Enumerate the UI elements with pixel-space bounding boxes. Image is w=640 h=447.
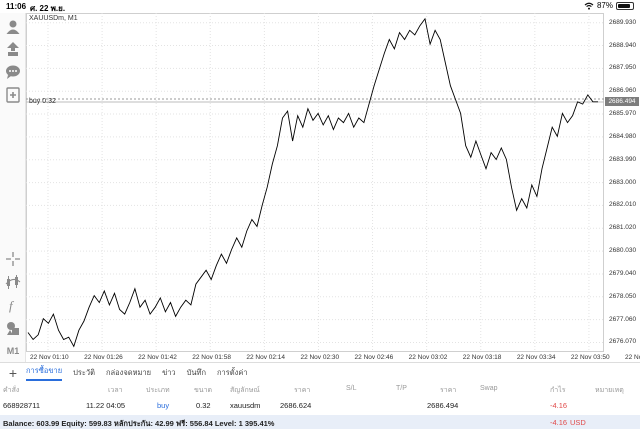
- price-chart[interactable]: XAUUSDm, M1 buy 0.32 2689.930 2688.940 268…: [26, 13, 640, 362]
- bottom-tab-bar: + การซื้อขาย ประวัติ กล่องจดหมาย ข่าว บั…: [0, 362, 640, 382]
- x-tick-label: 22 Nov 02:30: [300, 354, 340, 361]
- x-tick-label: 22 Nov 01:10: [30, 354, 69, 361]
- col-tp: T/P: [396, 385, 407, 392]
- account-currency: USD: [570, 418, 586, 427]
- col-profit: กำไร: [550, 387, 566, 394]
- y-tick-label: 2689.930: [609, 18, 637, 26]
- wifi-icon: [584, 2, 594, 10]
- col-type: ประเภท: [146, 387, 170, 394]
- positions-header: คำสั่ง เวลา ประเภท ขนาด สัญลักษณ์ ราคา S…: [0, 382, 640, 395]
- cell-order: 668928711: [3, 401, 40, 410]
- col-current-price: ราคา: [440, 387, 457, 394]
- cell-time: 11.22 04:05: [86, 401, 126, 410]
- balance-text: Balance: 603.99 Equity: 599.83 หลักประกั…: [3, 419, 275, 428]
- status-right: 87%: [584, 1, 634, 10]
- tab-history[interactable]: ประวัติ: [73, 367, 96, 377]
- y-tick-label: 2681.020: [609, 224, 637, 232]
- x-tick-label: 22 Nov 01:42: [138, 354, 177, 361]
- cell-open-price: 2686.624: [280, 401, 312, 410]
- x-tick-label: 22 Nov 03:34: [516, 354, 556, 361]
- svg-text:f: f: [9, 298, 15, 313]
- col-sl: S/L: [346, 385, 357, 392]
- tab-news[interactable]: ข่าว: [162, 367, 176, 377]
- col-symbol: สัญลักษณ์: [230, 387, 260, 394]
- function-icon[interactable]: f: [3, 295, 23, 315]
- add-chart-icon[interactable]: [3, 85, 23, 105]
- y-tick-label: 2683.000: [609, 178, 637, 186]
- status-bar: 11:06 ศ. 22 พ.ย. 87%: [0, 0, 640, 13]
- current-price-tag: 2686.494: [605, 97, 639, 107]
- trade-icon[interactable]: [3, 39, 23, 59]
- x-tick-label: 22 Nov 04:06: [625, 354, 640, 361]
- x-tick-label: 22 Nov 03:50: [570, 354, 610, 361]
- x-tick-label: 22 Nov 02:14: [246, 354, 286, 361]
- table-row[interactable]: 668928711 11.22 04:05 buy 0.32 xauusdm 2…: [0, 398, 640, 412]
- x-tick-label: 22 Nov 02:46: [354, 354, 394, 361]
- account-summary: Balance: 603.99 Equity: 599.83 หลักประกั…: [0, 415, 640, 429]
- left-toolbar: f M1: [0, 13, 26, 362]
- y-tick-label: 2677.060: [609, 315, 637, 323]
- y-tick-label: 2682.010: [609, 201, 637, 209]
- col-volume: ขนาด: [194, 387, 213, 394]
- chart-canvas: [26, 13, 604, 352]
- crosshair-icon[interactable]: [3, 249, 23, 269]
- col-order: คำสั่ง: [3, 387, 20, 394]
- tab-settings[interactable]: การตั้งค่า: [217, 367, 248, 377]
- y-tick-label: 2676.070: [609, 338, 637, 346]
- col-open-price: ราคา: [294, 387, 311, 394]
- timeframe-button[interactable]: M1: [6, 346, 20, 356]
- y-tick-label: 2679.040: [609, 269, 637, 277]
- x-tick-label: 22 Nov 01:58: [192, 354, 231, 361]
- tab-journal[interactable]: บันทึก: [186, 367, 207, 377]
- account-icon[interactable]: [3, 17, 23, 37]
- col-swap: Swap: [480, 385, 498, 392]
- battery-percent: 87%: [596, 1, 613, 10]
- y-tick-label: 2678.050: [609, 292, 637, 300]
- y-tick-label: 2680.030: [609, 247, 637, 255]
- status-date: ศ. 22 พ.ย.: [30, 4, 66, 13]
- col-comment: หมายเหตุ: [595, 387, 624, 394]
- add-button[interactable]: +: [8, 364, 18, 381]
- cell-profit: -4.16: [550, 401, 568, 410]
- total-profit: -4.16: [550, 418, 568, 427]
- tab-mailbox[interactable]: กล่องจดหมาย: [106, 367, 152, 377]
- x-tick-label: 22 Nov 03:02: [408, 354, 448, 361]
- y-tick-label: 2688.940: [609, 41, 637, 49]
- col-time: เวลา: [108, 387, 123, 394]
- indicators-icon[interactable]: [3, 272, 23, 292]
- status-time: 11:06: [6, 2, 27, 11]
- chart-symbol: XAUUSDm, M1: [29, 15, 78, 22]
- y-tick-label: 2686.960: [609, 87, 637, 95]
- y-tick-label: 2685.970: [609, 110, 637, 118]
- x-tick-label: 22 Nov 01:26: [84, 354, 123, 361]
- tab-trade[interactable]: การซื้อขาย: [26, 365, 63, 381]
- cell-type: buy: [157, 401, 170, 410]
- cell-symbol: xauusdm: [230, 401, 261, 410]
- cell-volume: 0.32: [196, 401, 211, 410]
- price-series-line: [27, 17, 598, 348]
- cell-current-price: 2686.494: [427, 401, 459, 410]
- battery-icon: [616, 1, 634, 10]
- objects-icon[interactable]: [3, 318, 23, 338]
- chat-icon[interactable]: [3, 62, 23, 82]
- y-tick-label: 2684.980: [609, 132, 637, 140]
- x-tick-label: 22 Nov 03:18: [462, 354, 502, 361]
- y-tick-label: 2683.990: [609, 155, 637, 163]
- buy-position-label: buy 0.32: [29, 98, 56, 105]
- y-tick-label: 2687.950: [609, 64, 637, 72]
